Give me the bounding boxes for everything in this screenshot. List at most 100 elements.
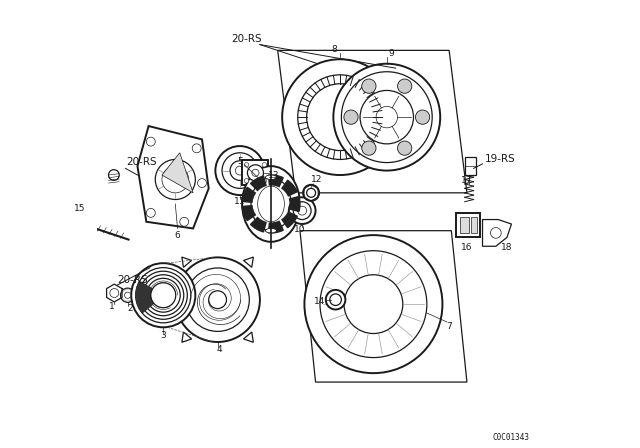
Circle shape [298, 206, 307, 215]
Wedge shape [136, 282, 156, 313]
Polygon shape [182, 332, 191, 342]
Circle shape [236, 166, 244, 175]
Circle shape [140, 271, 188, 319]
Bar [472, 217, 477, 233]
Bar [465, 157, 476, 175]
Text: C0C01343: C0C01343 [493, 433, 530, 442]
Circle shape [376, 107, 397, 128]
Circle shape [360, 90, 413, 144]
Circle shape [262, 163, 267, 167]
Text: 6: 6 [175, 231, 180, 240]
Polygon shape [244, 332, 253, 342]
Circle shape [298, 75, 382, 159]
Wedge shape [251, 176, 266, 190]
Wedge shape [269, 221, 284, 233]
Circle shape [252, 169, 259, 177]
Text: 10: 10 [294, 225, 306, 234]
Circle shape [289, 197, 316, 224]
Circle shape [62, 215, 68, 221]
Ellipse shape [266, 175, 276, 180]
Text: 8: 8 [332, 45, 337, 54]
Circle shape [344, 110, 358, 124]
Wedge shape [282, 180, 297, 196]
Text: 19-RS: 19-RS [484, 155, 515, 164]
Circle shape [131, 263, 195, 327]
Circle shape [222, 153, 258, 188]
Circle shape [307, 84, 373, 151]
Circle shape [175, 258, 260, 342]
Circle shape [143, 275, 184, 316]
Text: 20-RS: 20-RS [117, 275, 148, 284]
Circle shape [490, 228, 501, 238]
Circle shape [362, 141, 376, 155]
Circle shape [186, 268, 250, 332]
Wedge shape [242, 187, 255, 202]
Wedge shape [282, 212, 297, 228]
Text: 3: 3 [161, 331, 166, 340]
Bar [456, 213, 480, 237]
Circle shape [147, 208, 156, 217]
Circle shape [216, 146, 264, 195]
Circle shape [397, 79, 412, 93]
Polygon shape [162, 153, 193, 193]
Text: 14: 14 [314, 297, 326, 306]
Circle shape [125, 292, 131, 298]
Wedge shape [242, 206, 255, 220]
Ellipse shape [258, 186, 284, 222]
Text: 2: 2 [127, 304, 132, 313]
Text: 18: 18 [501, 243, 513, 252]
Polygon shape [244, 257, 253, 267]
Circle shape [244, 163, 249, 167]
Text: 12: 12 [311, 175, 322, 184]
Circle shape [397, 141, 412, 155]
Circle shape [230, 161, 250, 181]
Circle shape [147, 137, 156, 146]
Text: 9: 9 [388, 49, 394, 58]
Text: 13: 13 [268, 171, 279, 180]
Polygon shape [182, 257, 191, 267]
Circle shape [320, 251, 427, 358]
Circle shape [244, 179, 249, 183]
Circle shape [341, 72, 432, 163]
Polygon shape [107, 284, 122, 302]
Circle shape [307, 188, 316, 197]
Text: 17: 17 [461, 176, 473, 185]
Circle shape [330, 294, 341, 306]
Circle shape [209, 291, 227, 309]
Circle shape [110, 289, 119, 297]
Text: 20-RS: 20-RS [126, 157, 157, 167]
Circle shape [162, 166, 189, 193]
Circle shape [156, 159, 195, 199]
Circle shape [123, 290, 132, 300]
Ellipse shape [242, 166, 300, 242]
Ellipse shape [251, 177, 291, 231]
Text: 4: 4 [217, 345, 223, 354]
Circle shape [305, 235, 442, 373]
Polygon shape [138, 126, 209, 228]
Text: 15: 15 [74, 204, 85, 213]
Ellipse shape [266, 228, 276, 233]
Bar [242, 160, 268, 185]
Circle shape [198, 179, 207, 188]
Text: 16: 16 [461, 243, 473, 252]
Circle shape [303, 185, 319, 201]
Circle shape [124, 291, 132, 299]
Circle shape [362, 79, 376, 93]
Circle shape [192, 144, 201, 153]
Text: 20-RS: 20-RS [231, 34, 262, 44]
Text: 7: 7 [446, 322, 452, 331]
Wedge shape [289, 197, 300, 211]
Circle shape [136, 267, 191, 323]
Circle shape [180, 217, 189, 226]
Circle shape [122, 289, 134, 301]
Circle shape [109, 170, 119, 181]
Circle shape [282, 59, 398, 175]
Circle shape [344, 275, 403, 333]
Circle shape [147, 278, 180, 312]
Text: 11: 11 [234, 197, 246, 206]
Wedge shape [269, 175, 284, 187]
Text: 5: 5 [237, 157, 243, 166]
Circle shape [293, 202, 311, 220]
Circle shape [415, 110, 429, 124]
Circle shape [248, 165, 264, 181]
